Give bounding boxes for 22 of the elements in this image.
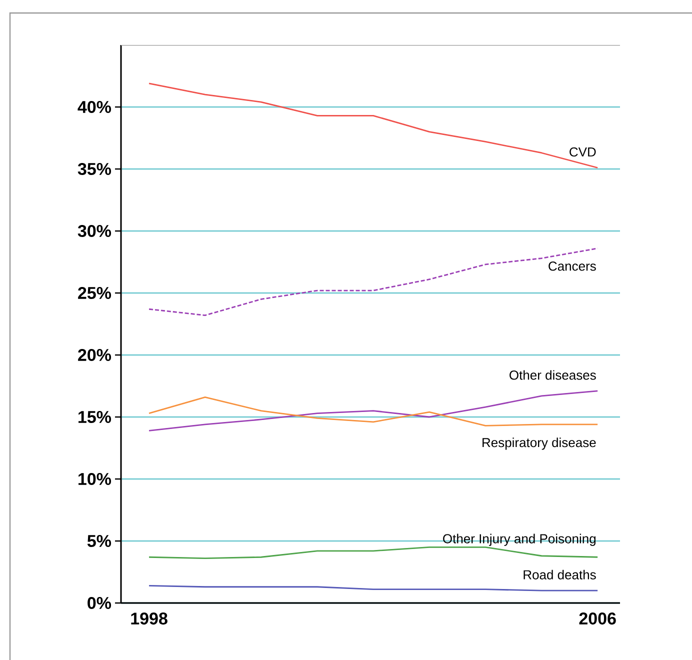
- y-tick-label: 10%: [78, 472, 112, 486]
- y-tick-label: 25%: [78, 286, 112, 300]
- series-label: Road deaths: [524, 570, 596, 580]
- y-tick-label: 35%: [78, 162, 112, 176]
- y-tick-label: 20%: [78, 348, 112, 362]
- line-series: [148, 248, 598, 316]
- x-tick-label: 2006: [579, 612, 616, 625]
- line-series: [148, 390, 598, 432]
- series-label: Other Injury and Poisoning: [443, 534, 596, 546]
- x-tick-label: 1998: [131, 612, 168, 625]
- line-series: [148, 546, 598, 560]
- series-label: CVD: [570, 147, 596, 157]
- y-tick-label: 40%: [78, 100, 112, 114]
- y-tick-label: 15%: [78, 411, 112, 423]
- y-tick-label: 0%: [88, 596, 112, 610]
- y-tick-label: 5%: [87, 535, 112, 548]
- series-label: Other diseases: [510, 370, 596, 380]
- series-label: Respiratory disease: [482, 438, 596, 450]
- y-tick-label: 30%: [78, 224, 112, 238]
- series-label: Cancers: [548, 262, 596, 271]
- line-series: [148, 82, 598, 168]
- line-series: [148, 396, 598, 426]
